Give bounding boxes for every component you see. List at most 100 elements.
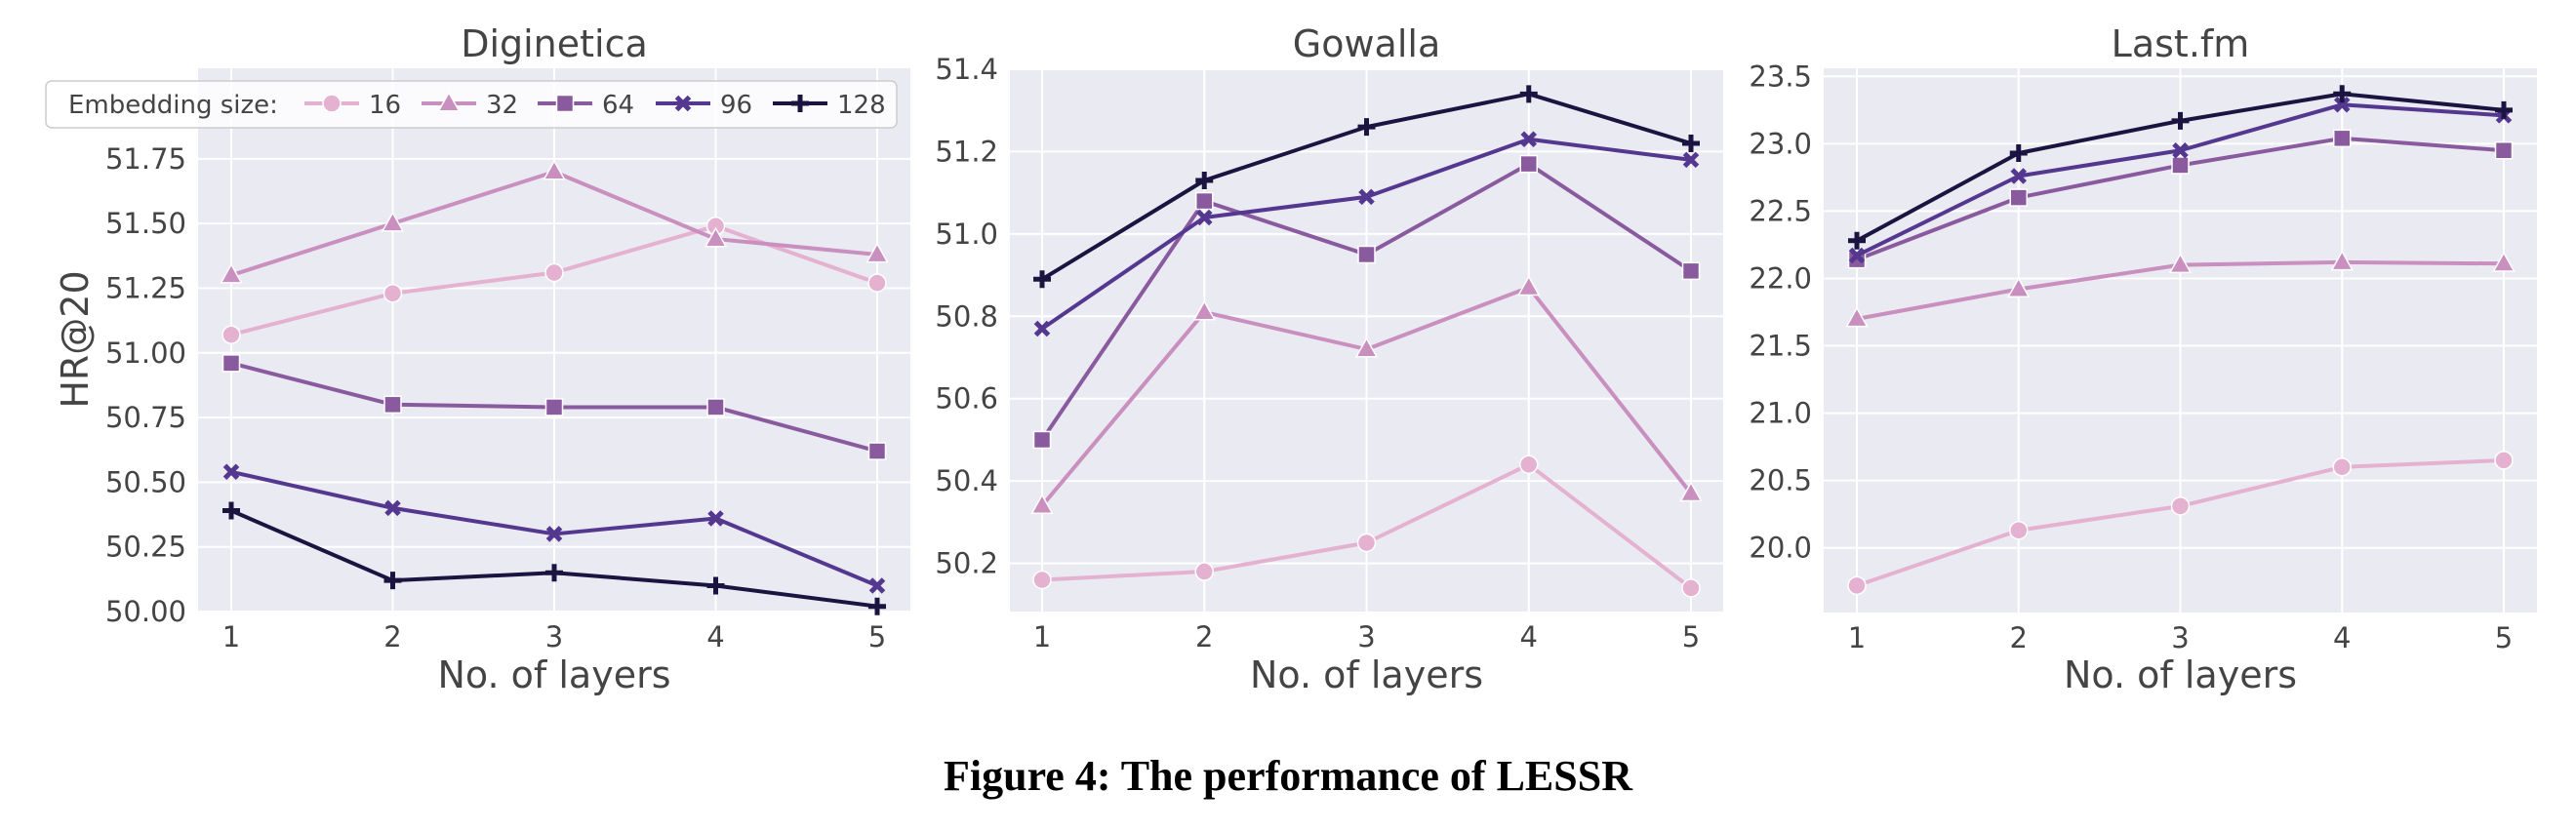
x-tick-label: 1 <box>1033 620 1051 653</box>
data-point <box>383 572 402 590</box>
x-tick-label: 4 <box>706 620 724 653</box>
x-axis-label: No. of layers <box>1250 653 1483 696</box>
x-tick-label: 5 <box>868 620 886 653</box>
data-point <box>1195 171 1214 189</box>
subplot-title: Last.fm <box>2112 22 2250 65</box>
data-point <box>1195 209 1213 226</box>
data-point <box>2168 253 2193 274</box>
data-point <box>1519 455 1539 475</box>
y-tick-label: 51.25 <box>105 271 186 304</box>
data-point <box>704 226 728 248</box>
subplot-title: Diginetica <box>461 22 648 65</box>
x-tick-label: 1 <box>1848 621 1866 654</box>
data-point <box>1033 270 1051 289</box>
data-point <box>1356 533 1377 553</box>
x-tick-label: 4 <box>1520 620 1538 653</box>
legend-label: 32 <box>486 91 518 120</box>
data-point <box>2492 251 2516 272</box>
data-point <box>2495 100 2513 119</box>
data-point <box>381 211 405 232</box>
data-point <box>2170 496 2191 516</box>
data-point <box>1848 231 1866 250</box>
x-tick-label: 2 <box>383 620 401 653</box>
data-point <box>2009 188 2028 207</box>
legend-marker-x-icon <box>674 95 692 112</box>
data-point <box>1845 306 1869 328</box>
legend-label: 64 <box>602 91 634 120</box>
data-point <box>1848 247 1866 264</box>
data-point <box>2171 111 2190 130</box>
data-point <box>2494 451 2514 470</box>
y-tick-label: 50.00 <box>105 595 186 628</box>
data-point <box>221 354 241 373</box>
data-point <box>2333 129 2352 148</box>
y-tick-label: 20.0 <box>1749 532 1812 565</box>
legend-marker-triangle-icon <box>437 91 461 112</box>
legend: Embedding size: 16 32 64 96 128 <box>45 80 898 129</box>
x-tick-label: 5 <box>1682 620 1700 653</box>
y-tick-label: 23.5 <box>1749 59 1812 93</box>
x-tick-label: 1 <box>222 620 240 653</box>
y-tick-label: 21.0 <box>1749 397 1812 430</box>
series-64 <box>221 354 887 460</box>
series-16 <box>1032 455 1701 598</box>
data-point <box>2172 141 2189 159</box>
data-point <box>868 597 886 615</box>
data-point <box>384 499 401 517</box>
data-point <box>1682 151 1700 169</box>
series-96 <box>1033 131 1700 337</box>
data-point <box>221 325 241 344</box>
data-point <box>2010 168 2028 184</box>
y-tick-label: 50.75 <box>105 401 186 434</box>
legend-entry-96: 96 <box>656 91 752 120</box>
data-point <box>706 398 725 416</box>
y-tick-label: 20.5 <box>1749 464 1812 497</box>
data-point <box>545 526 563 542</box>
data-point <box>865 242 889 263</box>
data-point <box>867 273 887 293</box>
x-tick-label: 2 <box>1195 620 1213 653</box>
y-tick-label: 23.0 <box>1749 127 1812 160</box>
y-tick-label: 51.50 <box>105 207 186 240</box>
data-point <box>2494 141 2514 160</box>
data-point <box>1358 188 1375 206</box>
x-tick-label: 4 <box>2333 621 2351 654</box>
series-16 <box>1847 451 2514 596</box>
y-tick-label: 50.6 <box>935 382 998 416</box>
data-point <box>1682 134 1700 152</box>
y-axis-label: HR@20 <box>54 270 97 408</box>
data-point <box>1517 275 1541 297</box>
legend-marker-plus-icon <box>791 95 809 112</box>
data-point <box>1033 320 1051 337</box>
x-tick-label: 5 <box>2495 621 2513 654</box>
y-tick-label: 50.50 <box>105 465 186 498</box>
legend-entry-16: 16 <box>304 91 401 120</box>
x-axis-label: No. of layers <box>2064 653 2297 696</box>
series-128 <box>1848 85 2513 250</box>
subplot-last-fm: 20.0 20.5 21.0 21.5 22.0 22.5 23.0 23.5 1 2 3 4 5 Las… <box>1749 22 2537 696</box>
legend-label: 128 <box>837 91 886 120</box>
data-point <box>868 577 886 594</box>
x-axis-label: No. of layers <box>437 653 670 696</box>
series-32 <box>220 159 889 284</box>
data-point <box>1032 430 1052 450</box>
legend-label: 16 <box>369 91 401 120</box>
data-point <box>1030 493 1054 514</box>
y-tick-label: 50.25 <box>105 531 186 564</box>
subplot-diginetica: 50.00 50.25 50.50 50.75 51.00 51.25 51.50 51.75… <box>54 22 910 696</box>
y-tick-label: 22.0 <box>1749 261 1812 295</box>
series-128 <box>222 501 886 615</box>
data-point <box>545 564 563 582</box>
data-point <box>544 262 564 283</box>
subplot-gowalla: 50.2 50.4 50.6 50.8 51.0 51.2 51.4 1 2 3 4 5 Gowalla… <box>935 22 1723 696</box>
y-tick-label: 51.2 <box>935 135 998 168</box>
data-point <box>707 510 724 527</box>
series-64 <box>1032 154 1701 450</box>
data-point <box>383 395 402 415</box>
data-point <box>867 442 887 460</box>
legend-entry-64: 64 <box>538 91 634 120</box>
y-tick-label: 50.8 <box>935 299 998 333</box>
legend-label: 96 <box>720 91 752 120</box>
series-128 <box>1033 85 1700 289</box>
x-tick-label: 3 <box>545 620 563 653</box>
